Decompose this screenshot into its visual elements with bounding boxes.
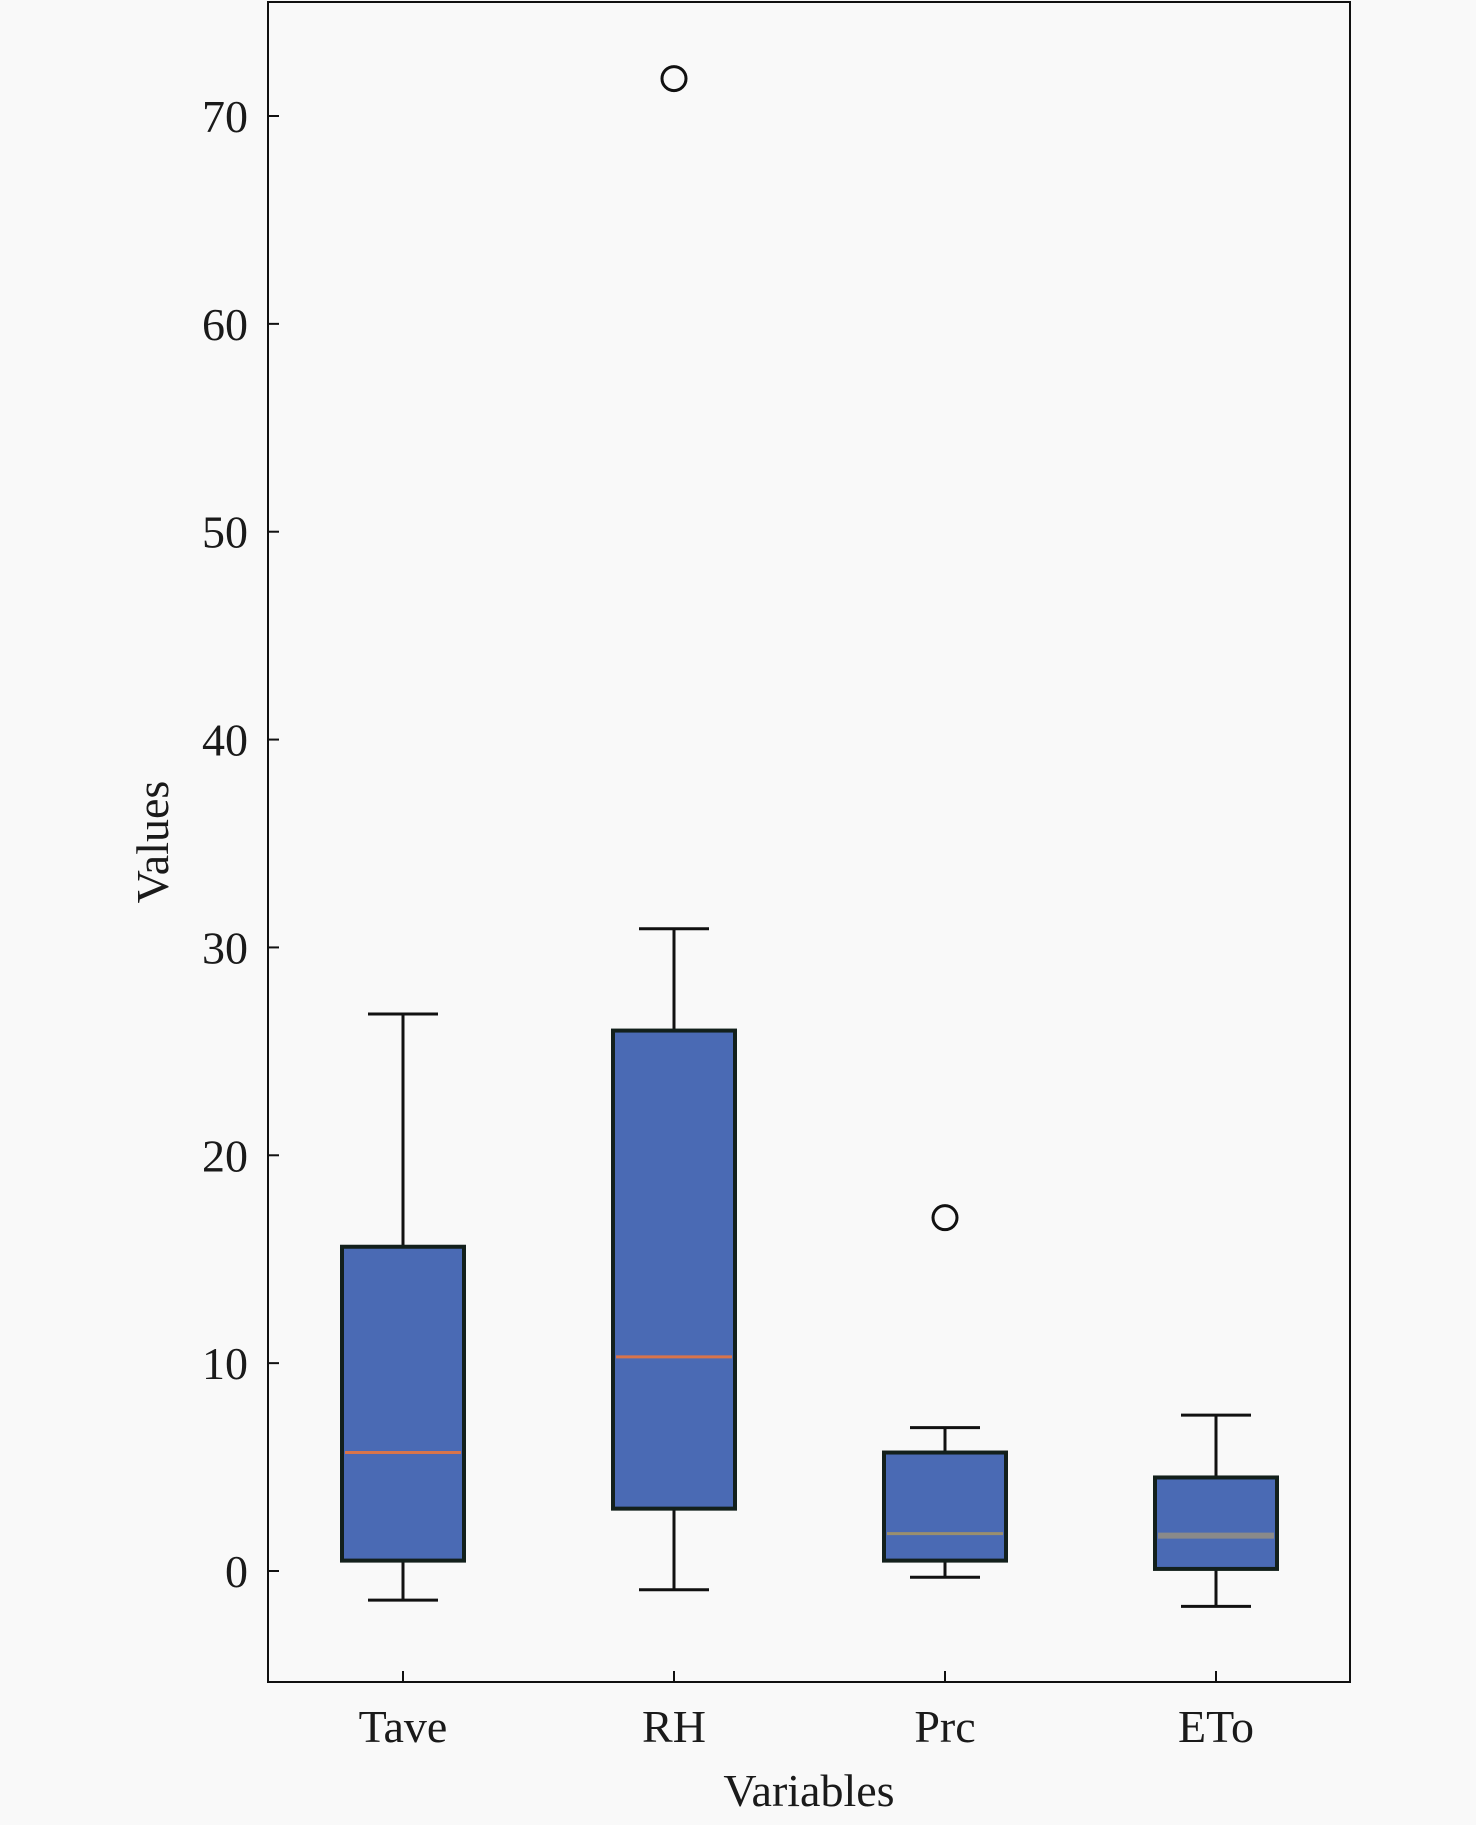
y-axis-label: Values <box>127 781 178 904</box>
iqr-box <box>882 1450 1008 1563</box>
box-group-tave <box>340 1012 466 1602</box>
box-group-prc <box>882 1204 1008 1579</box>
y-tick-label: 40 <box>202 715 248 766</box>
y-tick-label: 10 <box>202 1338 248 1389</box>
x-axis-ticks: Tave RH Prc ETo <box>359 1671 1254 1752</box>
box-group-eto <box>1153 1413 1279 1608</box>
chart-marks <box>340 65 1279 1608</box>
x-tick-label: Prc <box>914 1701 975 1752</box>
x-axis-label: Variables <box>723 1765 894 1816</box>
y-tick-label: 70 <box>202 91 248 142</box>
x-tick-label: Tave <box>359 1701 448 1752</box>
iqr-box <box>340 1244 466 1563</box>
y-tick-label: 20 <box>202 1130 248 1181</box>
box-group-rh <box>611 65 737 1592</box>
y-axis-ticks: 0 10 20 30 40 50 60 70 <box>202 91 279 1597</box>
y-tick-label: 60 <box>202 299 248 350</box>
plot-frame <box>267 1 1351 1683</box>
y-tick-label: 30 <box>202 922 248 973</box>
outlier-point <box>931 1204 959 1232</box>
y-tick-label: 50 <box>202 507 248 558</box>
x-tick-label: ETo <box>1178 1701 1254 1752</box>
iqr-box <box>1153 1475 1279 1571</box>
iqr-box <box>611 1028 737 1511</box>
y-tick-label: 0 <box>225 1546 248 1597</box>
x-tick-label: RH <box>642 1701 706 1752</box>
outlier-point <box>660 65 688 93</box>
